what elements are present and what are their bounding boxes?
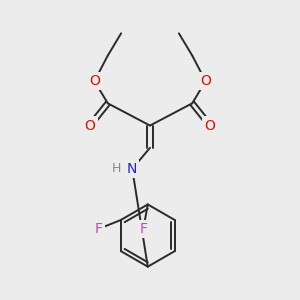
Text: O: O: [85, 118, 95, 133]
Text: F: F: [94, 222, 103, 236]
Text: O: O: [200, 74, 211, 88]
Text: F: F: [139, 222, 147, 236]
Text: N: N: [127, 162, 137, 176]
Text: H: H: [112, 162, 122, 176]
Text: O: O: [89, 74, 100, 88]
Text: O: O: [205, 118, 215, 133]
